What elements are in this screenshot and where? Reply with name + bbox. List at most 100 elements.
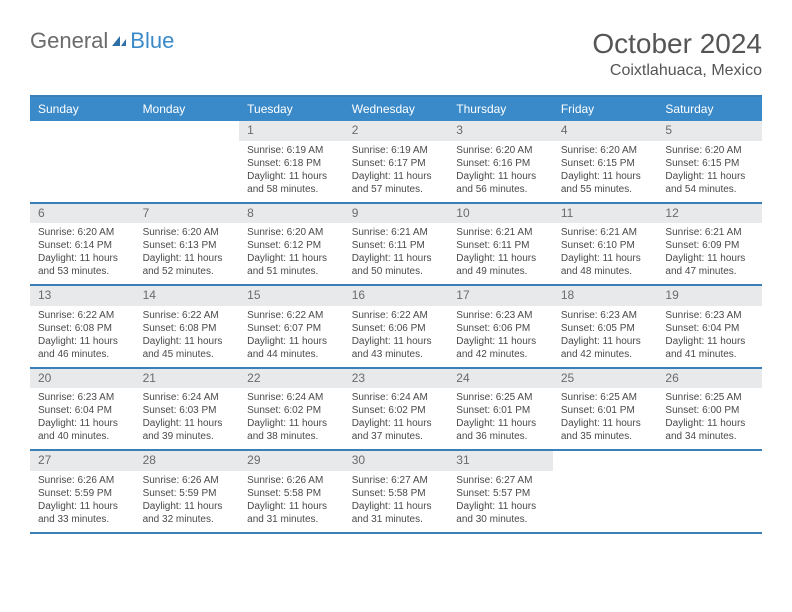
week-row: 13Sunrise: 6:22 AMSunset: 6:08 PMDayligh…	[30, 286, 762, 369]
sunset-text: Sunset: 6:07 PM	[247, 322, 336, 335]
calendar-cell: 6Sunrise: 6:20 AMSunset: 6:14 PMDaylight…	[30, 204, 135, 285]
title-block: October 2024 Coixtlahuaca, Mexico	[592, 28, 762, 80]
cell-body: Sunrise: 6:27 AMSunset: 5:57 PMDaylight:…	[448, 471, 553, 532]
day-number: 23	[344, 369, 449, 389]
sunset-text: Sunset: 6:09 PM	[665, 239, 754, 252]
cell-body: Sunrise: 6:20 AMSunset: 6:14 PMDaylight:…	[30, 223, 135, 284]
calendar-cell: 5Sunrise: 6:20 AMSunset: 6:15 PMDaylight…	[657, 121, 762, 202]
day-number: 27	[30, 451, 135, 471]
daylight-text: Daylight: 11 hours and 54 minutes.	[665, 170, 754, 196]
sunrise-text: Sunrise: 6:19 AM	[352, 144, 441, 157]
cell-body: Sunrise: 6:25 AMSunset: 6:01 PMDaylight:…	[448, 388, 553, 449]
sunrise-text: Sunrise: 6:20 AM	[38, 226, 127, 239]
sunset-text: Sunset: 6:04 PM	[665, 322, 754, 335]
cell-body: Sunrise: 6:23 AMSunset: 6:06 PMDaylight:…	[448, 306, 553, 367]
day-number: 9	[344, 204, 449, 224]
sunrise-text: Sunrise: 6:23 AM	[665, 309, 754, 322]
calendar-cell: 14Sunrise: 6:22 AMSunset: 6:08 PMDayligh…	[135, 286, 240, 367]
sunset-text: Sunset: 6:01 PM	[561, 404, 650, 417]
day-header-row: Sunday Monday Tuesday Wednesday Thursday…	[30, 97, 762, 121]
day-number: 22	[239, 369, 344, 389]
sunset-text: Sunset: 6:05 PM	[561, 322, 650, 335]
day-header-friday: Friday	[553, 97, 658, 121]
day-header-tuesday: Tuesday	[239, 97, 344, 121]
daylight-text: Daylight: 11 hours and 36 minutes.	[456, 417, 545, 443]
daylight-text: Daylight: 11 hours and 52 minutes.	[143, 252, 232, 278]
sunset-text: Sunset: 6:15 PM	[665, 157, 754, 170]
daylight-text: Daylight: 11 hours and 43 minutes.	[352, 335, 441, 361]
calendar-cell: 20Sunrise: 6:23 AMSunset: 6:04 PMDayligh…	[30, 369, 135, 450]
cell-body: Sunrise: 6:22 AMSunset: 6:07 PMDaylight:…	[239, 306, 344, 367]
sunset-text: Sunset: 6:08 PM	[143, 322, 232, 335]
day-number: 24	[448, 369, 553, 389]
calendar-cell: 17Sunrise: 6:23 AMSunset: 6:06 PMDayligh…	[448, 286, 553, 367]
cell-body: Sunrise: 6:22 AMSunset: 6:08 PMDaylight:…	[30, 306, 135, 367]
sunset-text: Sunset: 6:17 PM	[352, 157, 441, 170]
day-header-saturday: Saturday	[657, 97, 762, 121]
day-number: 21	[135, 369, 240, 389]
sunrise-text: Sunrise: 6:23 AM	[38, 391, 127, 404]
cell-body: Sunrise: 6:21 AMSunset: 6:11 PMDaylight:…	[344, 223, 449, 284]
daylight-text: Daylight: 11 hours and 31 minutes.	[352, 500, 441, 526]
sunrise-text: Sunrise: 6:24 AM	[352, 391, 441, 404]
cell-body: Sunrise: 6:21 AMSunset: 6:09 PMDaylight:…	[657, 223, 762, 284]
cell-body: Sunrise: 6:21 AMSunset: 6:10 PMDaylight:…	[553, 223, 658, 284]
calendar-cell: 1Sunrise: 6:19 AMSunset: 6:18 PMDaylight…	[239, 121, 344, 202]
sunset-text: Sunset: 5:58 PM	[352, 487, 441, 500]
day-number: 11	[553, 204, 658, 224]
daylight-text: Daylight: 11 hours and 30 minutes.	[456, 500, 545, 526]
logo-sail-icon	[110, 34, 128, 48]
cell-body: Sunrise: 6:20 AMSunset: 6:15 PMDaylight:…	[657, 141, 762, 202]
day-number: 7	[135, 204, 240, 224]
sunrise-text: Sunrise: 6:21 AM	[456, 226, 545, 239]
cell-body: Sunrise: 6:26 AMSunset: 5:59 PMDaylight:…	[30, 471, 135, 532]
calendar-cell: 9Sunrise: 6:21 AMSunset: 6:11 PMDaylight…	[344, 204, 449, 285]
calendar-cell: 25Sunrise: 6:25 AMSunset: 6:01 PMDayligh…	[553, 369, 658, 450]
daylight-text: Daylight: 11 hours and 39 minutes.	[143, 417, 232, 443]
sunrise-text: Sunrise: 6:22 AM	[143, 309, 232, 322]
day-number: 6	[30, 204, 135, 224]
calendar-cell: 29Sunrise: 6:26 AMSunset: 5:58 PMDayligh…	[239, 451, 344, 532]
weeks-container: ..1Sunrise: 6:19 AMSunset: 6:18 PMDaylig…	[30, 121, 762, 534]
sunrise-text: Sunrise: 6:22 AM	[247, 309, 336, 322]
sunset-text: Sunset: 6:06 PM	[352, 322, 441, 335]
sunrise-text: Sunrise: 6:24 AM	[247, 391, 336, 404]
daylight-text: Daylight: 11 hours and 47 minutes.	[665, 252, 754, 278]
day-number: 8	[239, 204, 344, 224]
cell-body: Sunrise: 6:25 AMSunset: 6:00 PMDaylight:…	[657, 388, 762, 449]
calendar-cell: 2Sunrise: 6:19 AMSunset: 6:17 PMDaylight…	[344, 121, 449, 202]
day-number: 13	[30, 286, 135, 306]
calendar-cell: 11Sunrise: 6:21 AMSunset: 6:10 PMDayligh…	[553, 204, 658, 285]
daylight-text: Daylight: 11 hours and 57 minutes.	[352, 170, 441, 196]
daylight-text: Daylight: 11 hours and 34 minutes.	[665, 417, 754, 443]
day-number: 30	[344, 451, 449, 471]
header: General Blue October 2024 Coixtlahuaca, …	[0, 0, 792, 90]
day-number: 26	[657, 369, 762, 389]
cell-body: Sunrise: 6:20 AMSunset: 6:13 PMDaylight:…	[135, 223, 240, 284]
day-number: 25	[553, 369, 658, 389]
sunrise-text: Sunrise: 6:27 AM	[352, 474, 441, 487]
sunrise-text: Sunrise: 6:24 AM	[143, 391, 232, 404]
calendar-cell: 19Sunrise: 6:23 AMSunset: 6:04 PMDayligh…	[657, 286, 762, 367]
day-number: 29	[239, 451, 344, 471]
sunrise-text: Sunrise: 6:20 AM	[143, 226, 232, 239]
sunrise-text: Sunrise: 6:20 AM	[665, 144, 754, 157]
sunset-text: Sunset: 6:00 PM	[665, 404, 754, 417]
sunset-text: Sunset: 6:18 PM	[247, 157, 336, 170]
calendar-cell: 7Sunrise: 6:20 AMSunset: 6:13 PMDaylight…	[135, 204, 240, 285]
sunset-text: Sunset: 6:13 PM	[143, 239, 232, 252]
sunrise-text: Sunrise: 6:22 AM	[352, 309, 441, 322]
week-row: 20Sunrise: 6:23 AMSunset: 6:04 PMDayligh…	[30, 369, 762, 452]
sunset-text: Sunset: 6:01 PM	[456, 404, 545, 417]
sunset-text: Sunset: 5:59 PM	[143, 487, 232, 500]
daylight-text: Daylight: 11 hours and 33 minutes.	[38, 500, 127, 526]
day-number: 18	[553, 286, 658, 306]
day-number: 28	[135, 451, 240, 471]
sunset-text: Sunset: 6:16 PM	[456, 157, 545, 170]
sunrise-text: Sunrise: 6:26 AM	[247, 474, 336, 487]
calendar-cell: 10Sunrise: 6:21 AMSunset: 6:11 PMDayligh…	[448, 204, 553, 285]
daylight-text: Daylight: 11 hours and 37 minutes.	[352, 417, 441, 443]
sunset-text: Sunset: 6:10 PM	[561, 239, 650, 252]
sunset-text: Sunset: 6:02 PM	[247, 404, 336, 417]
daylight-text: Daylight: 11 hours and 44 minutes.	[247, 335, 336, 361]
